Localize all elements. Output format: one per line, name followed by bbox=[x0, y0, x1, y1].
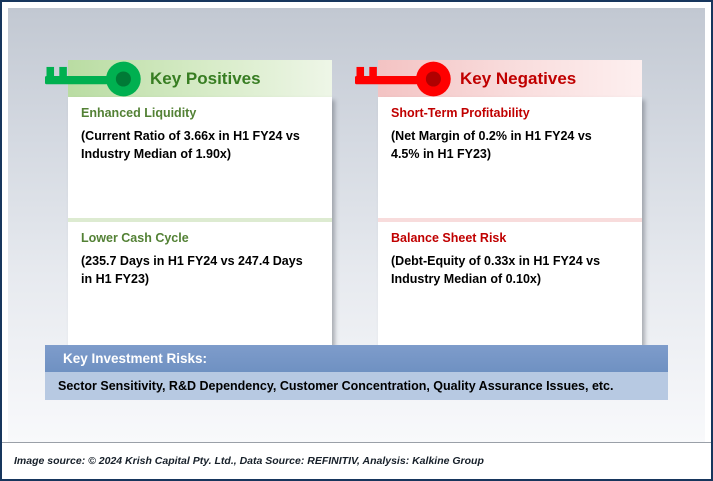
negative-item-profitability: Short-Term Profitability (Net Margin of … bbox=[378, 97, 642, 218]
negative-item-text-line: (Net Margin of 0.2% in H1 FY24 vs bbox=[391, 129, 592, 143]
negative-item-title: Balance Sheet Risk bbox=[391, 231, 507, 245]
negative-item-text-line: 4.5% in H1 FY23) bbox=[391, 147, 492, 161]
green-key-icon bbox=[45, 61, 141, 96]
investment-risks-header-bar: Key Investment Risks: bbox=[45, 345, 668, 372]
investment-risks-detail-bar: Sector Sensitivity, R&D Dependency, Cust… bbox=[45, 372, 668, 400]
positive-item-liquidity: Enhanced Liquidity (Current Ratio of 3.6… bbox=[68, 97, 332, 218]
negatives-divider bbox=[378, 218, 642, 222]
image-source-text: Image source: © 2024 Krish Capital Pty. … bbox=[14, 455, 484, 467]
positives-header-banner: Key Positives bbox=[45, 60, 332, 97]
negatives-panel: Short-Term Profitability (Net Margin of … bbox=[378, 97, 642, 345]
negative-item-text-line: (Debt-Equity of 0.33x in H1 FY24 vs bbox=[391, 254, 601, 268]
positives-header-title: Key Positives bbox=[150, 69, 261, 88]
footer-bar: Image source: © 2024 Krish Capital Pty. … bbox=[2, 442, 711, 479]
positive-item-text-line: (235.7 Days in H1 FY24 vs 247.4 Days bbox=[81, 254, 303, 268]
red-key-icon bbox=[355, 61, 451, 96]
investment-risks-header: Key Investment Risks: bbox=[63, 351, 208, 366]
gradient-background: Key Positives Enhanced Liquidity (Curren… bbox=[8, 8, 705, 442]
positive-item-text-line: in H1 FY23) bbox=[81, 272, 150, 286]
positives-divider bbox=[68, 218, 332, 222]
negatives-header-banner: Key Negatives bbox=[355, 60, 642, 97]
positive-item-title: Enhanced Liquidity bbox=[81, 106, 197, 120]
negative-item-text-line: Industry Median of 0.10x) bbox=[391, 272, 542, 286]
investment-risks-text: Sector Sensitivity, R&D Dependency, Cust… bbox=[58, 379, 614, 393]
negatives-header-title: Key Negatives bbox=[460, 69, 577, 88]
positive-item-cash-cycle: Lower Cash Cycle (235.7 Days in H1 FY24 … bbox=[68, 222, 332, 343]
negative-item-title: Short-Term Profitability bbox=[391, 106, 530, 120]
negative-item-balance-sheet: Balance Sheet Risk (Debt-Equity of 0.33x… bbox=[378, 222, 642, 343]
positives-panel: Enhanced Liquidity (Current Ratio of 3.6… bbox=[68, 97, 332, 345]
positive-item-text-line: (Current Ratio of 3.66x in H1 FY24 vs bbox=[81, 129, 300, 143]
positive-item-text-line: Industry Median of 1.90x) bbox=[81, 147, 232, 161]
positive-item-title: Lower Cash Cycle bbox=[81, 231, 189, 245]
